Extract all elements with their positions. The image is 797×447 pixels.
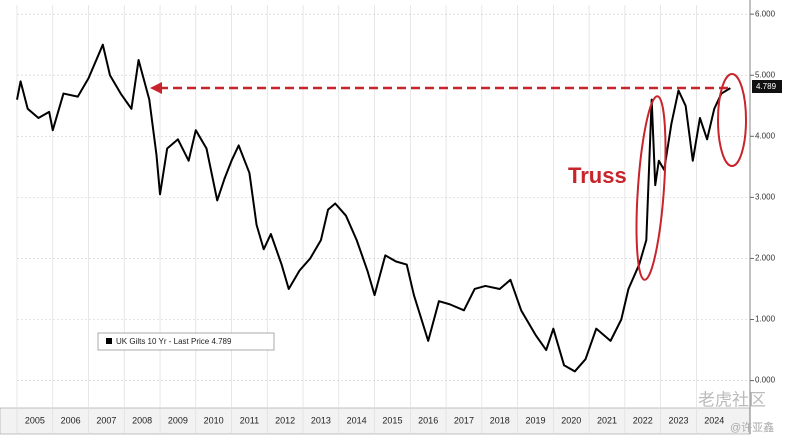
arrow-head xyxy=(150,82,162,94)
x-tick-label: 2020 xyxy=(561,415,581,425)
x-tick-label: 2005 xyxy=(25,415,45,425)
legend xyxy=(97,332,275,351)
legend-swatch xyxy=(106,338,112,344)
y-tick-label: 5.000 xyxy=(755,70,776,79)
x-tick-label: 2006 xyxy=(61,415,81,425)
x-tick-label: 2011 xyxy=(240,415,259,425)
y-tick-label: 1.000 xyxy=(755,315,776,324)
x-tick-label: 2019 xyxy=(525,415,545,425)
x-tick-label: 2016 xyxy=(418,415,438,425)
x-tick-label: 2013 xyxy=(311,415,331,425)
series-line xyxy=(16,43,731,373)
y-tick-label: 4.000 xyxy=(755,131,776,140)
annotation-truss: Truss xyxy=(568,163,627,188)
y-tick-label: 6.000 xyxy=(755,9,776,18)
x-tick-label: 2015 xyxy=(382,415,402,425)
x-tick-label: 2024 xyxy=(704,415,724,425)
watermark: @许亚鑫 xyxy=(730,420,774,434)
y-tick-label: 3.000 xyxy=(755,192,776,201)
last-price-label: 4.789 xyxy=(756,82,777,91)
x-tick-label: 2009 xyxy=(168,415,188,425)
y-tick-label: 2.000 xyxy=(755,254,776,263)
x-tick-label: 2014 xyxy=(347,415,367,425)
ellipse-truss xyxy=(635,95,667,281)
watermark: 老虎社区 xyxy=(698,390,766,409)
x-tick-label: 2023 xyxy=(668,415,688,425)
x-tick-label: 2022 xyxy=(633,415,653,425)
x-tick-label: 2010 xyxy=(204,415,224,425)
x-tick-label: 2021 xyxy=(597,415,617,425)
x-tick-label: 2008 xyxy=(132,415,152,425)
x-tick-label: 2018 xyxy=(490,415,510,425)
legend-label: UK Gilts 10 Yr - Last Price 4.789 xyxy=(116,337,232,346)
x-tick-label: 2012 xyxy=(275,415,295,425)
y-tick-label: 0.000 xyxy=(755,376,776,385)
x-tick-label: 2007 xyxy=(96,415,116,425)
x-tick-label: 2017 xyxy=(454,415,474,425)
last-price-tag xyxy=(752,80,782,93)
ellipse-recent xyxy=(717,73,747,167)
